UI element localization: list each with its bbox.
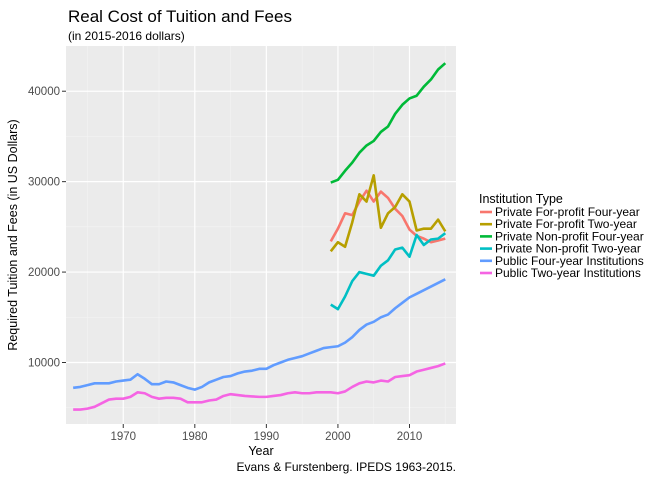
x-tick-label: 1980 bbox=[182, 431, 208, 443]
chart-caption: Evans & Furstenberg. IPEDS 1963-2015. bbox=[237, 460, 456, 474]
x-tick-label: 2010 bbox=[397, 431, 423, 443]
grid-minor bbox=[66, 46, 456, 424]
legend-label-3: Private Non-profit Four-year bbox=[495, 229, 644, 243]
x-axis: 1970 1980 1990 2000 2010 bbox=[110, 424, 422, 443]
y-axis: 10000 20000 30000 40000 bbox=[28, 86, 66, 370]
series-line-5 bbox=[72, 278, 446, 391]
y-tick-label: 20000 bbox=[28, 267, 60, 279]
legend-title: Institution Type bbox=[479, 192, 563, 206]
x-tick-label: 1990 bbox=[254, 431, 280, 443]
series-lines bbox=[72, 62, 447, 411]
x-axis-title: Year bbox=[248, 444, 273, 458]
series-line-6 bbox=[73, 362, 446, 411]
legend-label-1: Private For-profit Four-year bbox=[495, 205, 640, 219]
legend-label-5: Public Four-year Institutions bbox=[495, 254, 644, 268]
y-axis-title: Required Tuition and Fees (in US Dollars… bbox=[6, 119, 20, 350]
legend-label-2: Private For-profit Two-year bbox=[495, 217, 637, 231]
y-tick-label: 30000 bbox=[28, 177, 60, 189]
legend-label-4: Private Non-profit Two-year bbox=[495, 242, 641, 256]
x-tick-label: 1970 bbox=[110, 431, 136, 443]
grid-major bbox=[66, 46, 456, 424]
x-tick-label: 2000 bbox=[325, 431, 351, 443]
series-line-3 bbox=[330, 62, 447, 184]
y-tick-label: 40000 bbox=[28, 86, 60, 98]
legend-label-6: Public Two-year Institutions bbox=[495, 266, 641, 280]
chart-title: Real Cost of Tuition and Fees bbox=[68, 7, 292, 26]
series-line-1 bbox=[329, 189, 446, 244]
series-line-2 bbox=[329, 174, 447, 253]
plot-panel bbox=[66, 46, 456, 424]
legend: Institution Type Private For-profit Four… bbox=[479, 192, 644, 280]
series-line-4 bbox=[330, 232, 447, 311]
chart-subtitle: (in 2015-2016 dollars) bbox=[68, 29, 185, 43]
y-tick-label: 10000 bbox=[28, 358, 60, 370]
